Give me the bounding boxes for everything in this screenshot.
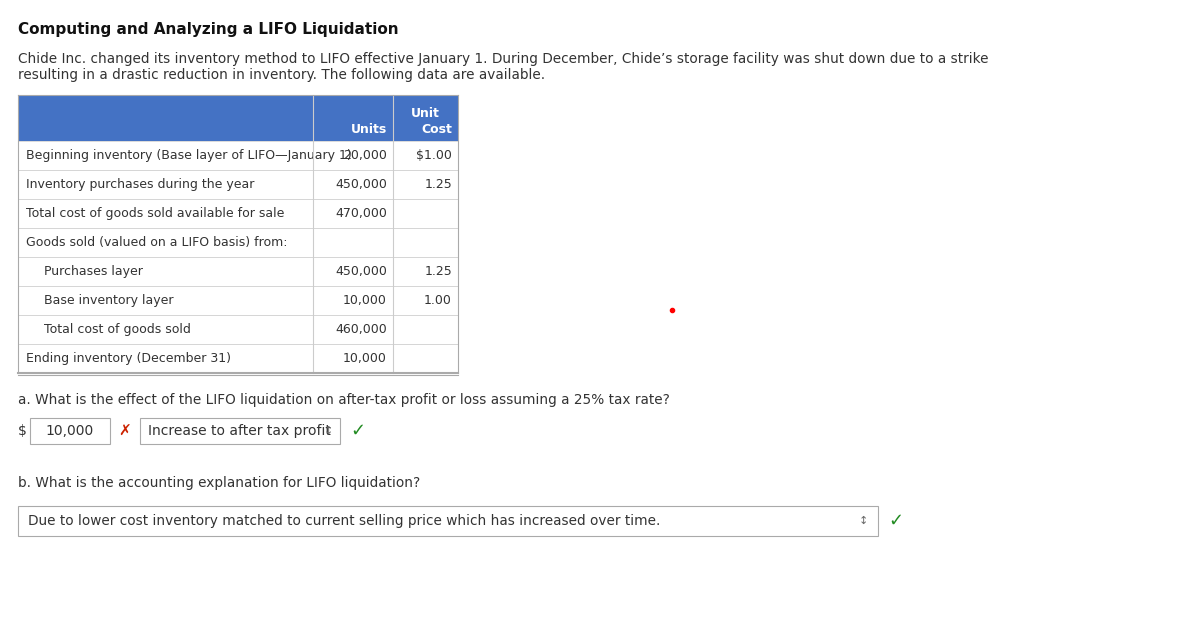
Text: 1.00: 1.00 [424,294,452,307]
Text: Inventory purchases during the year: Inventory purchases during the year [26,178,254,191]
Bar [18,257,458,286]
Bar [18,286,458,315]
Text: ✓: ✓ [350,422,365,440]
Text: resulting in a drastic reduction in inventory. The following data are available.: resulting in a drastic reduction in inve… [18,68,545,82]
Text: 1.25: 1.25 [425,265,452,278]
Text: Unit: Unit [412,107,440,120]
Bar [18,141,458,170]
Text: Base inventory layer: Base inventory layer [44,294,174,307]
Text: Goods sold (valued on a LIFO basis) from:: Goods sold (valued on a LIFO basis) from… [26,236,288,249]
Bar [18,344,458,373]
Text: Cost: Cost [421,123,452,136]
Text: ↕: ↕ [323,426,332,436]
Bar [18,95,458,141]
Text: Total cost of goods sold available for sale: Total cost of goods sold available for s… [26,207,284,220]
Text: 450,000: 450,000 [335,178,386,191]
Text: Purchases layer: Purchases layer [44,265,143,278]
Bar [140,418,340,444]
Text: 20,000: 20,000 [343,149,386,162]
Text: 450,000: 450,000 [335,265,386,278]
Text: 10,000: 10,000 [343,294,386,307]
Text: 470,000: 470,000 [335,207,386,220]
Text: Chide Inc. changed its inventory method to LIFO effective January 1. During Dece: Chide Inc. changed its inventory method … [18,52,989,66]
Bar [18,199,458,228]
Text: Due to lower cost inventory matched to current selling price which has increased: Due to lower cost inventory matched to c… [28,514,660,528]
Text: 460,000: 460,000 [335,323,386,336]
Bar [18,506,878,536]
Text: b. What is the accounting explanation for LIFO liquidation?: b. What is the accounting explanation fo… [18,476,420,490]
Text: $1.00: $1.00 [416,149,452,162]
Text: $: $ [18,424,26,438]
Text: Computing and Analyzing a LIFO Liquidation: Computing and Analyzing a LIFO Liquidati… [18,22,398,37]
Text: Total cost of goods sold: Total cost of goods sold [44,323,191,336]
Text: Units: Units [350,123,386,136]
Text: Increase to after tax profit: Increase to after tax profit [148,424,331,438]
Text: Ending inventory (December 31): Ending inventory (December 31) [26,352,230,365]
Text: ✗: ✗ [118,424,131,438]
Text: 10,000: 10,000 [343,352,386,365]
Bar [18,170,458,199]
Text: a. What is the effect of the LIFO liquidation on after-tax profit or loss assumi: a. What is the effect of the LIFO liquid… [18,393,670,407]
Bar [18,228,458,257]
Bar [30,418,110,444]
Text: ↕: ↕ [858,516,868,526]
Text: 10,000: 10,000 [46,424,94,438]
Bar [18,315,458,344]
Text: Beginning inventory (Base layer of LIFO—January 1): Beginning inventory (Base layer of LIFO—… [26,149,352,162]
Text: ✓: ✓ [888,512,904,530]
Text: 1.25: 1.25 [425,178,452,191]
